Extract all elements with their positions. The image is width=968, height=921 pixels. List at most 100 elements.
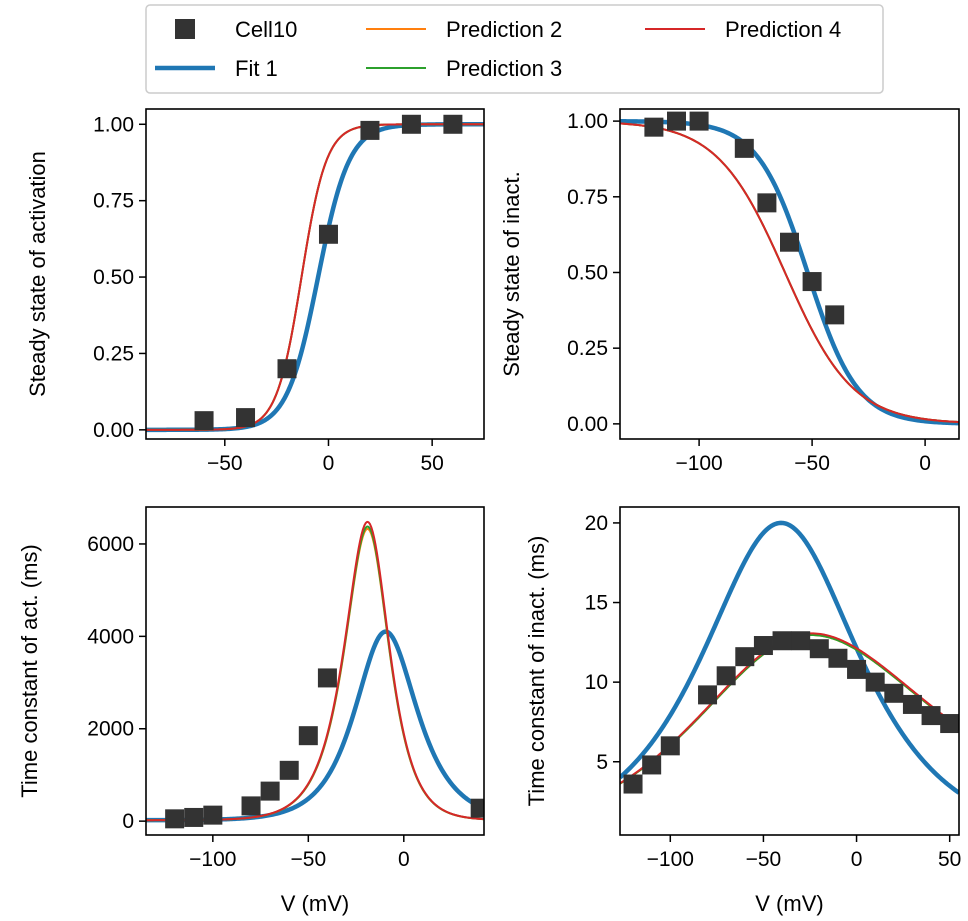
legend-entry-pred4: Prediction 4 bbox=[645, 17, 841, 42]
legend-entry-fit1: Fit 1 bbox=[155, 56, 278, 81]
series-line-pred4 bbox=[146, 123, 484, 431]
data-point-cell10 bbox=[825, 305, 845, 325]
data-point-cell10 bbox=[753, 636, 773, 656]
series-line-fit1 bbox=[146, 122, 484, 433]
data-point-cell10 bbox=[809, 639, 829, 659]
x-axis-label-inactivation-tau: V (mV) bbox=[755, 891, 823, 916]
data-point-cell10 bbox=[184, 807, 204, 827]
x-tick-label: −50 bbox=[291, 848, 327, 871]
legend-label-pred4: Prediction 4 bbox=[725, 17, 841, 42]
axes-frame-activation-tau bbox=[145, 506, 485, 836]
x-tick-label: −100 bbox=[675, 452, 722, 475]
legend-entry-cell10: Cell10 bbox=[175, 17, 297, 42]
x-tick-label: −50 bbox=[207, 452, 243, 475]
data-point-cell10 bbox=[260, 781, 280, 801]
series-line-pred3 bbox=[146, 123, 484, 431]
data-point-cell10 bbox=[902, 694, 922, 714]
series-line-fit1 bbox=[620, 520, 959, 795]
series-line-fit1 bbox=[146, 629, 484, 823]
y-tick-label: 20 bbox=[585, 512, 608, 535]
data-point-cell10 bbox=[165, 809, 185, 829]
x-tick-label: 0 bbox=[851, 848, 863, 871]
data-point-cell10 bbox=[470, 798, 484, 818]
data-point-cell10 bbox=[360, 120, 380, 140]
plot-area-activation-ss bbox=[146, 114, 484, 433]
x-tick-label: −50 bbox=[746, 848, 782, 871]
data-point-cell10 bbox=[735, 647, 755, 667]
data-point-cell10 bbox=[194, 411, 214, 431]
data-point-cell10 bbox=[623, 774, 643, 794]
panel-activation-ss: −50 0 50 0.00 0.25 0.50 0.75 1.00 Steady state o… bbox=[25, 108, 485, 475]
data-point-cell10 bbox=[279, 760, 299, 780]
series-line-fit1 bbox=[620, 119, 959, 426]
series-line-pred2 bbox=[146, 527, 484, 822]
y-tick-label: 0.75 bbox=[93, 190, 134, 213]
y-tick-label: 4000 bbox=[87, 625, 134, 648]
x-tick-label: 0 bbox=[919, 452, 931, 475]
legend-swatch-cell10 bbox=[175, 19, 195, 39]
panel-inactivation-ss: −100 −50 0 0.00 0.25 0.50 0.75 1.00 Steady state… bbox=[499, 108, 960, 475]
x-tick-label: 50 bbox=[420, 452, 443, 475]
y-tick-label: 6000 bbox=[87, 533, 134, 556]
data-point-cell10 bbox=[277, 359, 297, 379]
series-line-pred3 bbox=[146, 525, 484, 822]
plot-area-inactivation-tau bbox=[620, 520, 959, 795]
panel-inactivation-tau: −100 −50 0 50 5 10 15 20 Time constant of inact.… bbox=[524, 506, 961, 916]
data-point-cell10 bbox=[940, 714, 959, 734]
axes-frame-inactivation-tau bbox=[619, 506, 960, 836]
data-point-cell10 bbox=[660, 736, 680, 756]
data-point-cell10 bbox=[241, 796, 261, 816]
y-axis-label-activation-tau: Time constant of act. (ms) bbox=[17, 544, 42, 797]
series-line-pred3 bbox=[620, 122, 959, 424]
data-point-cell10 bbox=[401, 114, 421, 134]
y-tick-label: 0.50 bbox=[93, 266, 134, 289]
data-point-cell10 bbox=[443, 114, 463, 134]
series-line-pred2 bbox=[620, 122, 959, 424]
series-line-pred4 bbox=[620, 122, 959, 424]
y-tick-label: 1.00 bbox=[93, 113, 134, 136]
y-tick-label: 5 bbox=[596, 751, 608, 774]
series-line-pred2 bbox=[146, 123, 484, 431]
data-point-cell10 bbox=[298, 726, 318, 746]
data-point-cell10 bbox=[757, 193, 777, 213]
y-tick-label: 15 bbox=[585, 592, 608, 615]
y-tick-label: 0.00 bbox=[93, 419, 134, 442]
data-point-cell10 bbox=[667, 111, 686, 131]
plot-area-activation-tau bbox=[146, 520, 484, 829]
axes-frame-activation-ss bbox=[145, 108, 485, 440]
data-point-cell10 bbox=[828, 648, 848, 668]
y-tick-label: 1.00 bbox=[567, 110, 608, 133]
data-point-cell10 bbox=[847, 659, 867, 679]
x-tick-label: 0 bbox=[398, 848, 410, 871]
legend-frame bbox=[145, 4, 884, 94]
legend-label-fit1: Fit 1 bbox=[235, 56, 278, 81]
data-point-cell10 bbox=[698, 685, 718, 705]
y-tick-label: 0.25 bbox=[93, 342, 134, 365]
y-axis-label-inactivation-ss: Steady state of inact. bbox=[499, 171, 524, 376]
x-tick-label: −50 bbox=[794, 452, 830, 475]
data-point-cell10 bbox=[716, 666, 736, 686]
data-point-cell10 bbox=[884, 683, 904, 703]
data-point-cell10 bbox=[642, 755, 662, 775]
y-tick-label: 0.50 bbox=[567, 261, 608, 284]
x-tick-label: 0 bbox=[323, 452, 335, 475]
y-tick-label: 0.75 bbox=[567, 186, 608, 209]
axes-frame-inactivation-ss bbox=[619, 108, 960, 440]
data-point-cell10 bbox=[791, 631, 811, 651]
data-point-cell10 bbox=[236, 408, 256, 428]
x-axis-label-activation-tau: V (mV) bbox=[281, 891, 349, 916]
data-point-cell10 bbox=[921, 706, 941, 726]
data-point-cell10 bbox=[802, 272, 822, 292]
data-point-cell10 bbox=[689, 111, 709, 131]
y-axis-label-inactivation-tau: Time constant of inact. (ms) bbox=[524, 536, 549, 807]
y-tick-label: 0.00 bbox=[567, 413, 608, 436]
data-point-cell10 bbox=[734, 138, 754, 158]
legend-label-pred3: Prediction 3 bbox=[446, 56, 562, 81]
data-point-cell10 bbox=[317, 668, 337, 688]
y-axis-label-activation-ss: Steady state of activation bbox=[25, 151, 50, 397]
y-tick-label: 10 bbox=[585, 671, 608, 694]
y-tick-label: 0 bbox=[122, 810, 134, 833]
legend-entry-pred2: Prediction 2 bbox=[366, 17, 562, 42]
